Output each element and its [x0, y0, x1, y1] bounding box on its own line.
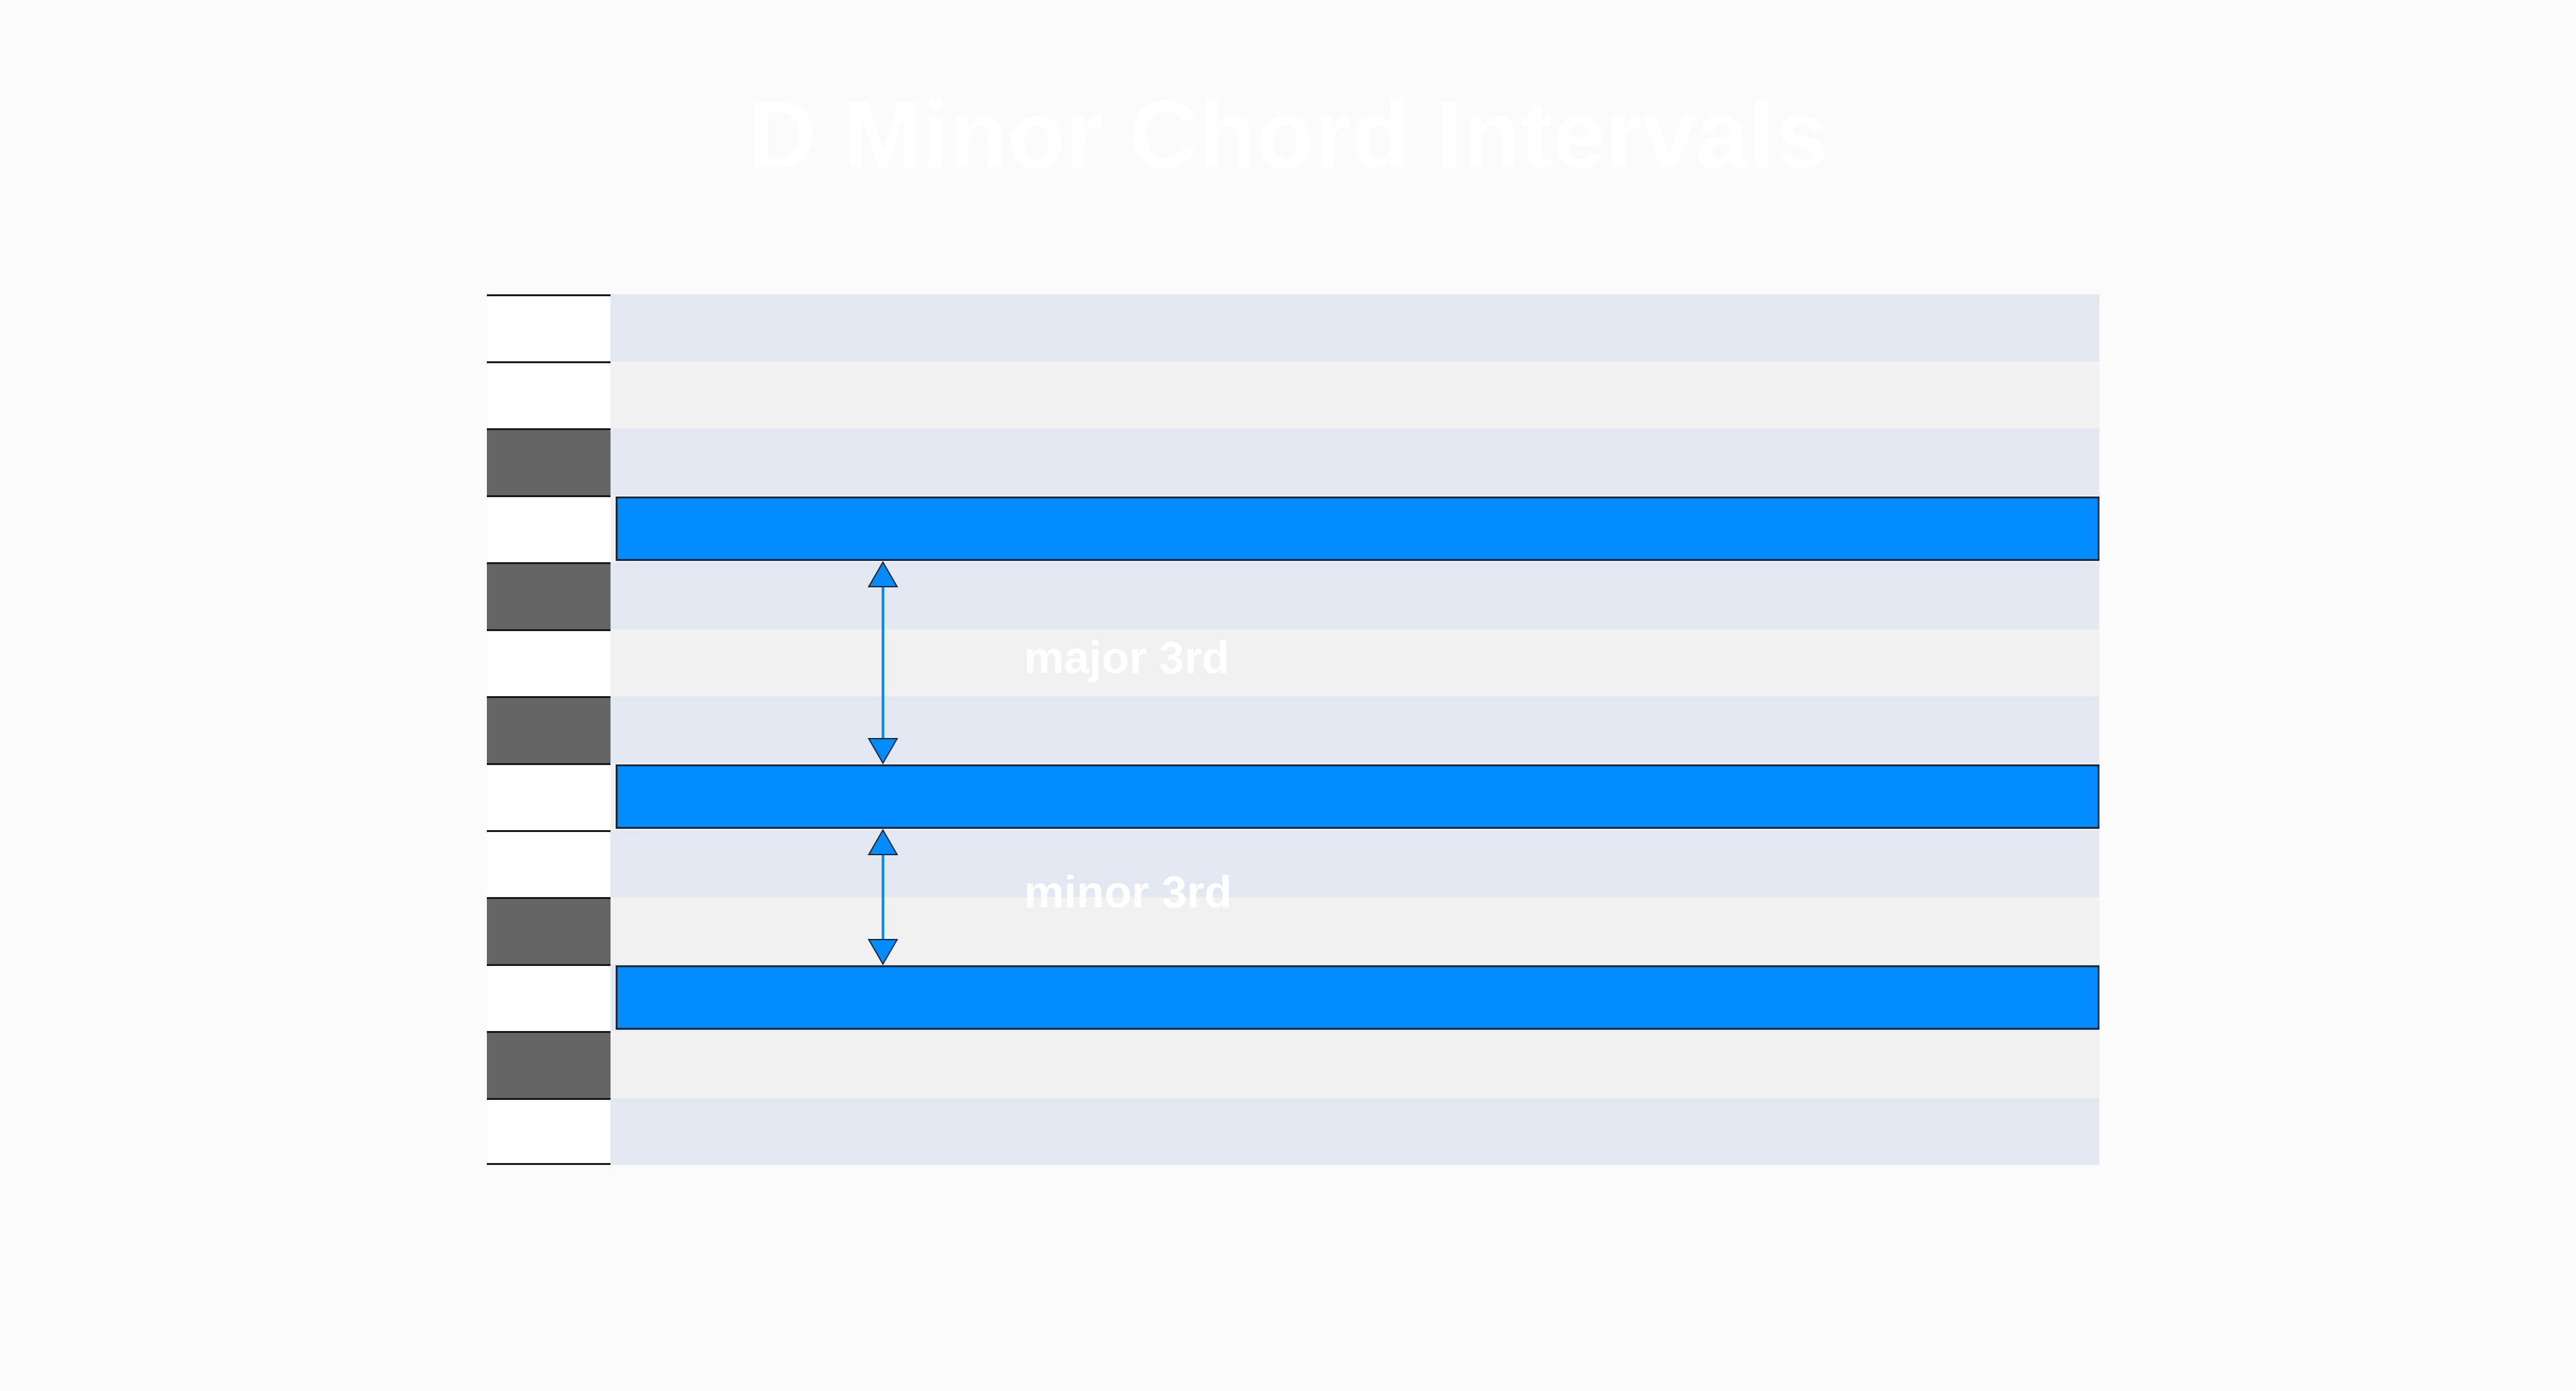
lane-row — [611, 629, 2099, 696]
lane-row — [611, 1031, 2099, 1098]
black-key — [487, 1031, 611, 1098]
white-key — [487, 1098, 611, 1165]
white-key — [487, 830, 611, 897]
lane-row — [611, 361, 2099, 428]
black-key — [487, 428, 611, 495]
white-key — [487, 629, 611, 696]
piano-roll — [487, 294, 2099, 1165]
interval-label-major-3rd: major 3rd — [1024, 632, 1229, 683]
black-key — [487, 696, 611, 763]
black-key — [487, 897, 611, 964]
black-key — [487, 562, 611, 629]
white-key — [487, 495, 611, 562]
white-key — [487, 763, 611, 830]
lane-row — [611, 696, 2099, 763]
chord-note — [616, 497, 2099, 561]
diagram-title: D Minor Chord Intervals — [748, 82, 1828, 188]
white-key — [487, 361, 611, 428]
lane-row — [611, 1098, 2099, 1165]
lane-row — [611, 562, 2099, 629]
chord-note — [616, 764, 2099, 829]
interval-label-minor-3rd: minor 3rd — [1024, 867, 1232, 917]
white-key — [487, 964, 611, 1031]
chord-note — [616, 965, 2099, 1030]
lane-row — [611, 830, 2099, 897]
white-key — [487, 294, 611, 361]
lane-row — [611, 897, 2099, 964]
lane-row — [611, 428, 2099, 495]
lane-row — [611, 294, 2099, 361]
